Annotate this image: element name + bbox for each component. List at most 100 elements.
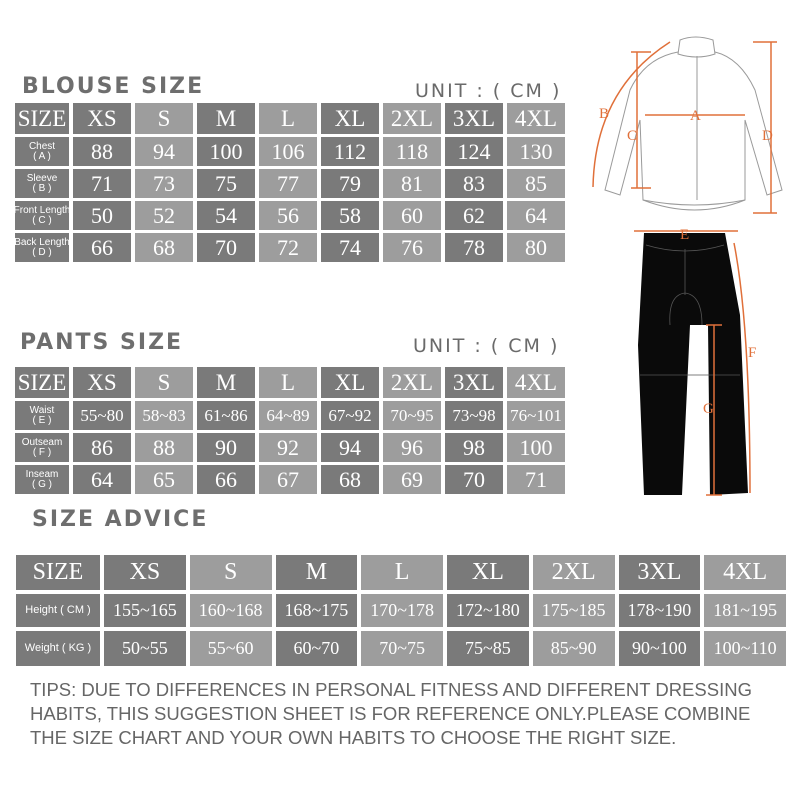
value-cell: 73~98 (445, 401, 503, 430)
value-cell: 130 (507, 137, 565, 166)
value-cell: 70~95 (383, 401, 441, 430)
row-label-name: Waist (29, 404, 55, 416)
size-cell-xs: XS (104, 555, 186, 590)
row-label: Inseam( G ) (15, 465, 69, 494)
row-label: Weight ( KG ) (16, 631, 100, 666)
size-cell-2xl: 2XL (383, 367, 441, 398)
value-cell: 64 (73, 465, 131, 494)
value-cell: 112 (321, 137, 379, 166)
size-header-cell: SIZE (15, 103, 69, 134)
value-cell: 61~86 (197, 401, 255, 430)
size-cell-xl: XL (447, 555, 529, 590)
value-cell: 76 (383, 233, 441, 262)
value-cell: 100 (507, 433, 565, 462)
row-label: Height ( CM ) (16, 594, 100, 627)
size-cell-3xl: 3XL (445, 367, 503, 398)
value-cell: 67 (259, 465, 317, 494)
label-a: A (690, 108, 701, 124)
row-label: Sleeve( B ) (15, 169, 69, 198)
value-cell: 85~90 (532, 631, 615, 666)
row-label: Outseam( F ) (15, 433, 69, 462)
size-cell-2xl: 2XL (383, 103, 441, 134)
row-label-name: Weight ( KG ) (24, 642, 92, 654)
row-label-name: Inseam (25, 468, 59, 480)
value-cell: 98 (445, 433, 503, 462)
value-cell: 81 (383, 169, 441, 198)
size-cell-xl: XL (321, 367, 379, 398)
value-cell: 58~83 (135, 401, 193, 430)
size-cell-3xl: 3XL (618, 555, 701, 590)
value-cell: 175~185 (532, 594, 615, 627)
value-cell: 78 (445, 233, 503, 262)
value-cell: 88 (73, 137, 131, 166)
pants-size-title: PANTS SIZE (20, 330, 184, 355)
blouse-size-table: SIZE XS S M L XL 2XL 3XL 4XL Chest( A ) 88 94 100 106… (15, 103, 565, 262)
value-cell: 106 (259, 137, 317, 166)
value-cell: 96 (383, 433, 441, 462)
pants-size-table: SIZE XS S M L XL 2XL 3XL 4XL Waist( E ) 55~80 58~83… (15, 367, 565, 494)
size-header-cell: SIZE (16, 555, 100, 590)
size-advice-title: SIZE ADVICE (32, 507, 209, 532)
value-cell: 178~190 (618, 594, 701, 627)
size-cell-m: M (275, 555, 358, 590)
value-cell: 181~195 (704, 594, 786, 627)
row-label-name: Back Length (15, 236, 69, 248)
value-cell: 94 (135, 137, 193, 166)
value-cell: 90 (197, 433, 255, 462)
label-f: F (748, 345, 756, 361)
value-cell: 172~180 (447, 594, 529, 627)
value-cell: 69 (383, 465, 441, 494)
value-cell: 124 (445, 137, 503, 166)
value-cell: 64 (507, 201, 565, 230)
value-cell: 100 (197, 137, 255, 166)
value-cell: 66 (197, 465, 255, 494)
value-cell: 72 (259, 233, 317, 262)
row-label-code: ( C ) (32, 214, 52, 226)
size-cell-s: S (135, 103, 193, 134)
value-cell: 50~55 (104, 631, 186, 666)
pants-diagram: E F G (634, 227, 756, 496)
value-cell: 86 (73, 433, 131, 462)
pants-unit: UNIT : ( CM ) (413, 335, 560, 357)
row-label-code: ( B ) (32, 182, 52, 194)
value-cell: 60~70 (275, 631, 358, 666)
value-cell: 58 (321, 201, 379, 230)
value-cell: 71 (73, 169, 131, 198)
blouse-size-title: BLOUSE SIZE (22, 74, 205, 99)
value-cell: 68 (135, 233, 193, 262)
tips-text: TIPS: DUE TO DIFFERENCES IN PERSONAL FIT… (30, 679, 752, 748)
label-g: G (703, 401, 714, 417)
size-cell-l: L (259, 103, 317, 134)
value-cell: 80 (507, 233, 565, 262)
value-cell: 77 (259, 169, 317, 198)
row-label-name: Sleeve (26, 172, 58, 184)
row-label-code: ( A ) (33, 150, 51, 162)
row-label: Waist( E ) (15, 401, 69, 430)
row-label-code: ( D ) (32, 246, 52, 258)
value-cell: 54 (197, 201, 255, 230)
value-cell: 94 (321, 433, 379, 462)
value-cell: 75 (197, 169, 255, 198)
label-e: E (680, 227, 689, 243)
size-cell-4xl: 4XL (507, 103, 565, 134)
value-cell: 68 (321, 465, 379, 494)
size-cell-l: L (259, 367, 317, 398)
row-label-name: Chest (28, 140, 56, 152)
label-d: D (762, 128, 773, 144)
size-cell-l: L (361, 555, 443, 590)
value-cell: 160~168 (189, 594, 272, 627)
value-cell: 90~100 (618, 631, 701, 666)
label-b: B (599, 106, 609, 122)
size-cell-4xl: 4XL (704, 555, 786, 590)
value-cell: 50 (73, 201, 131, 230)
size-cell-xs: XS (73, 367, 131, 398)
value-cell: 85 (507, 169, 565, 198)
value-cell: 71 (507, 465, 565, 494)
value-cell: 55~60 (189, 631, 272, 666)
value-cell: 55~80 (73, 401, 131, 430)
value-cell: 168~175 (275, 594, 358, 627)
label-c: C (627, 128, 637, 144)
value-cell: 60 (383, 201, 441, 230)
value-cell: 100~110 (704, 631, 786, 666)
row-label-code: ( F ) (32, 446, 52, 458)
